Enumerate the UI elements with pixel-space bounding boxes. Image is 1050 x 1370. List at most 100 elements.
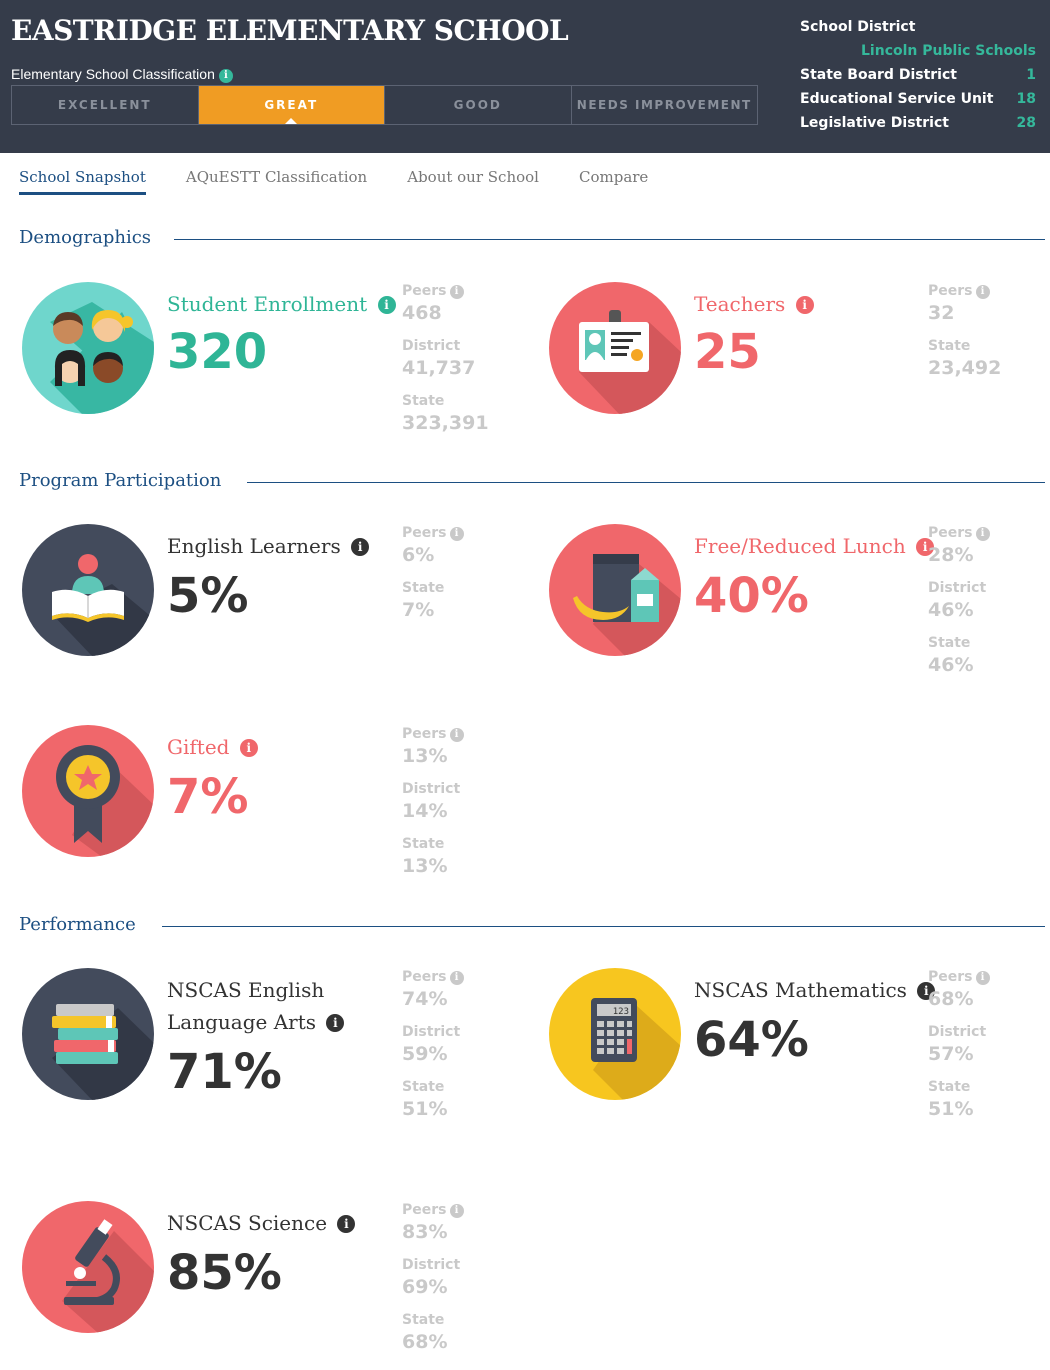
- info-icon[interactable]: i: [449, 285, 464, 299]
- school-title: EASTRIDGE ELEMENTARY SCHOOL: [11, 14, 569, 47]
- metric-value: 7%: [167, 769, 249, 825]
- info-icon[interactable]: i: [337, 1215, 356, 1233]
- info-icon[interactable]: i: [239, 739, 258, 757]
- info-icon[interactable]: i: [975, 285, 990, 299]
- metric-teachers: Teachers i 25 Peers i 32 State 23,492: [549, 282, 1019, 442]
- metric-free-reduced-lunch: Free/Reduced Lunch i 40% Peers i 28% Distr…: [549, 524, 1029, 684]
- classification-good: GOOD: [385, 86, 572, 124]
- comparison-state: State 46%: [928, 635, 974, 676]
- id-badge-icon: [549, 282, 681, 414]
- calculator-display: 123: [613, 1007, 629, 1017]
- section-program-participation: Program Participation: [19, 470, 1045, 494]
- metric-student-enrollment: Student Enrollment i 320 Peers i 468 Distr…: [22, 282, 492, 442]
- classification-label: Elementary School Classification i: [11, 66, 233, 83]
- metric-gifted: Gifted i 7% Peers i 13% District 14% State 1…: [22, 725, 492, 885]
- comparison-peers: Peers i 32: [928, 282, 1001, 337]
- comparison-list: Peers i 32 State 23,492: [928, 282, 1001, 392]
- info-icon[interactable]: i: [351, 538, 370, 556]
- metric-label: NSCAS English Language Arts i: [167, 974, 345, 1038]
- comparison-list: Peers i 6% State 7%: [402, 524, 464, 634]
- section-title: Demographics: [19, 227, 166, 248]
- comparison-state: State 51%: [928, 1079, 974, 1120]
- comparison-peers: Peers i 13%: [402, 725, 464, 780]
- district-info: School District Lincoln Public Schools S…: [800, 17, 1036, 137]
- district-row: Educational Service Unit 18: [800, 91, 1036, 107]
- calculator-icon: 123: [549, 968, 681, 1100]
- reader-book-icon: [22, 524, 154, 656]
- comparison-list: Peers i 28% District 46% State 46%: [928, 524, 990, 689]
- metric-nscas-english: NSCAS English Language Arts i 71% Peers i 7…: [22, 968, 492, 1128]
- metric-label: Teachers i: [694, 288, 814, 320]
- comparison-district: District 41,737: [402, 338, 476, 379]
- metric-label: NSCAS Mathematics i: [694, 974, 936, 1006]
- info-icon[interactable]: i: [326, 1014, 345, 1032]
- tab-aquestt-classification[interactable]: AQuESTT Classification: [185, 168, 368, 186]
- comparison-peers: Peers i 83%: [402, 1201, 464, 1256]
- comparison-district: District 59%: [402, 1024, 461, 1065]
- district-title-row: School District: [800, 17, 1036, 41]
- students-icon: [22, 282, 154, 414]
- award-ribbon-icon: [22, 725, 154, 857]
- comparison-peers: Peers i 468: [402, 282, 489, 337]
- district-row: Legislative District 28: [800, 115, 1036, 131]
- comparison-state: State 13%: [402, 836, 448, 877]
- info-icon[interactable]: i: [975, 971, 990, 985]
- info-icon[interactable]: i: [218, 69, 233, 83]
- metric-label: NSCAS Science i: [167, 1207, 356, 1239]
- classification-great: GREAT: [198, 86, 385, 124]
- metric-label: Free/Reduced Lunch i: [694, 530, 935, 562]
- info-icon[interactable]: i: [449, 971, 464, 985]
- classification-needs-improvement: NEEDS IMPROVEMENT: [576, 98, 752, 112]
- microscope-icon: [22, 1201, 154, 1333]
- info-icon[interactable]: i: [916, 538, 935, 556]
- section-performance: Performance: [19, 914, 1045, 938]
- info-icon[interactable]: i: [449, 1204, 464, 1218]
- comparison-district: District 57%: [928, 1024, 987, 1065]
- comparison-state: State 323,391: [402, 393, 489, 434]
- comparison-list: Peers i 83% District 69% State 68%: [402, 1201, 464, 1366]
- info-icon[interactable]: i: [917, 982, 936, 1000]
- district-title: School District: [800, 19, 916, 35]
- info-icon[interactable]: i: [795, 296, 814, 314]
- classification-excellent: EXCELLENT: [12, 86, 199, 124]
- metric-value: 5%: [167, 568, 249, 624]
- info-icon[interactable]: i: [449, 527, 464, 541]
- comparison-state: State 23,492: [928, 338, 1002, 379]
- section-title: Program Participation: [19, 470, 236, 491]
- comparison-district: District 14%: [402, 781, 461, 822]
- comparison-peers: Peers i 74%: [402, 968, 464, 1023]
- info-icon[interactable]: i: [377, 296, 396, 314]
- metric-english-learners: English Learners i 5% Peers i 6% State 7%: [22, 524, 492, 684]
- section-demographics: Demographics: [19, 227, 1045, 251]
- classification-bar: EXCELLENT GREAT GOOD NEEDS IMPROVEMENT: [11, 85, 758, 125]
- metric-value: 40%: [694, 568, 809, 624]
- comparison-state: State 7%: [402, 580, 445, 621]
- comparison-peers: Peers i 28%: [928, 524, 990, 579]
- metric-nscas-science: NSCAS Science i 85% Peers i 83% District 69…: [22, 1201, 492, 1366]
- metric-label: English Learners i: [167, 530, 370, 562]
- tab-about-our-school[interactable]: About our School: [407, 168, 539, 186]
- tab-compare[interactable]: Compare: [578, 168, 649, 186]
- books-stack-icon: [22, 968, 154, 1100]
- metric-value: 71%: [167, 1044, 282, 1100]
- metric-value: 25: [694, 324, 761, 380]
- section-title: Performance: [19, 914, 150, 935]
- tab-bar: School Snapshot AQuESTT Classification A…: [19, 168, 688, 195]
- comparison-peers: Peers i 6%: [402, 524, 464, 579]
- header: EASTRIDGE ELEMENTARY SCHOOL Elementary S…: [0, 0, 1050, 153]
- info-icon[interactable]: i: [449, 728, 464, 742]
- metric-label: Gifted i: [167, 731, 258, 763]
- comparison-district: District 46%: [928, 580, 987, 621]
- comparison-state: State 68%: [402, 1312, 448, 1353]
- section-divider: [247, 482, 1045, 483]
- comparison-list: Peers i 74% District 59% State 51%: [402, 968, 464, 1133]
- district-name[interactable]: Lincoln Public Schools: [861, 43, 1036, 59]
- comparison-list: Peers i 68% District 57% State 51%: [928, 968, 990, 1133]
- info-icon[interactable]: i: [975, 527, 990, 541]
- comparison-district: District 69%: [402, 1257, 461, 1298]
- section-divider: [174, 239, 1045, 240]
- district-row: State Board District 1: [800, 67, 1036, 83]
- tab-school-snapshot[interactable]: School Snapshot: [19, 168, 146, 195]
- metric-value: 320: [167, 324, 268, 380]
- comparison-state: State 51%: [402, 1079, 448, 1120]
